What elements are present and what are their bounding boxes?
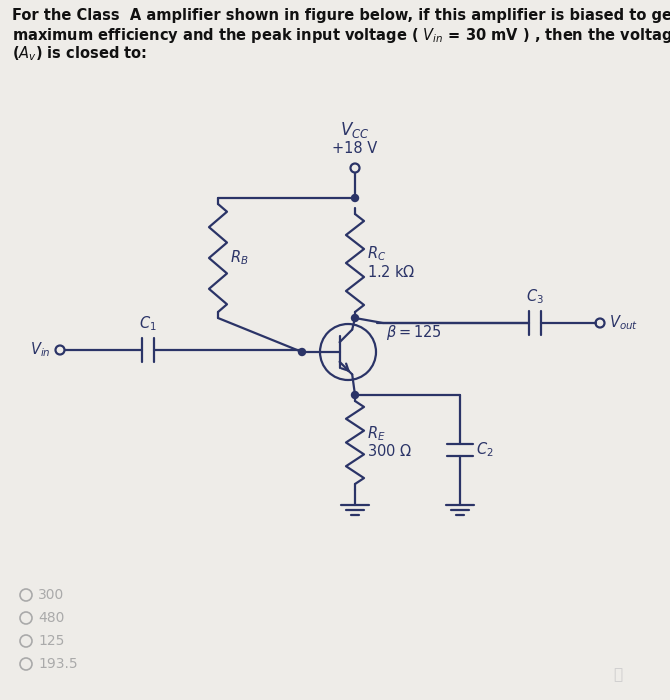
Text: 1.2 k$\Omega$: 1.2 k$\Omega$ [367, 264, 415, 280]
Text: $C_2$: $C_2$ [476, 441, 494, 459]
Circle shape [352, 195, 358, 202]
Text: 300 $\Omega$: 300 $\Omega$ [367, 444, 412, 459]
Text: $C_3$: $C_3$ [526, 287, 544, 306]
Text: 🔔: 🔔 [614, 668, 622, 682]
Text: $V_{in}$: $V_{in}$ [30, 341, 51, 359]
Text: 300: 300 [38, 588, 64, 602]
Text: For the Class  A amplifier shown in figure below, if this amplifier is biased to: For the Class A amplifier shown in figur… [12, 8, 670, 23]
Text: $R_C$: $R_C$ [367, 244, 387, 263]
Text: $C_1$: $C_1$ [139, 314, 157, 333]
Circle shape [352, 391, 358, 398]
Text: ($A_v$) is closed to:: ($A_v$) is closed to: [12, 44, 147, 63]
Text: $V_{CC}$: $V_{CC}$ [340, 120, 370, 140]
Text: $\beta = 125$: $\beta = 125$ [386, 323, 442, 342]
Text: $V_{out}$: $V_{out}$ [609, 314, 638, 332]
Text: $R_E$: $R_E$ [367, 424, 386, 443]
Text: +18 V: +18 V [332, 141, 378, 156]
Text: 125: 125 [38, 634, 64, 648]
Circle shape [299, 349, 306, 356]
Text: 193.5: 193.5 [38, 657, 78, 671]
Circle shape [352, 314, 358, 321]
Text: $R_B$: $R_B$ [230, 248, 249, 267]
Text: maximum efficiency and the peak input voltage ( $V_{in}$ = 30 mV ) , then the vo: maximum efficiency and the peak input vo… [12, 26, 670, 45]
Text: 480: 480 [38, 611, 64, 625]
